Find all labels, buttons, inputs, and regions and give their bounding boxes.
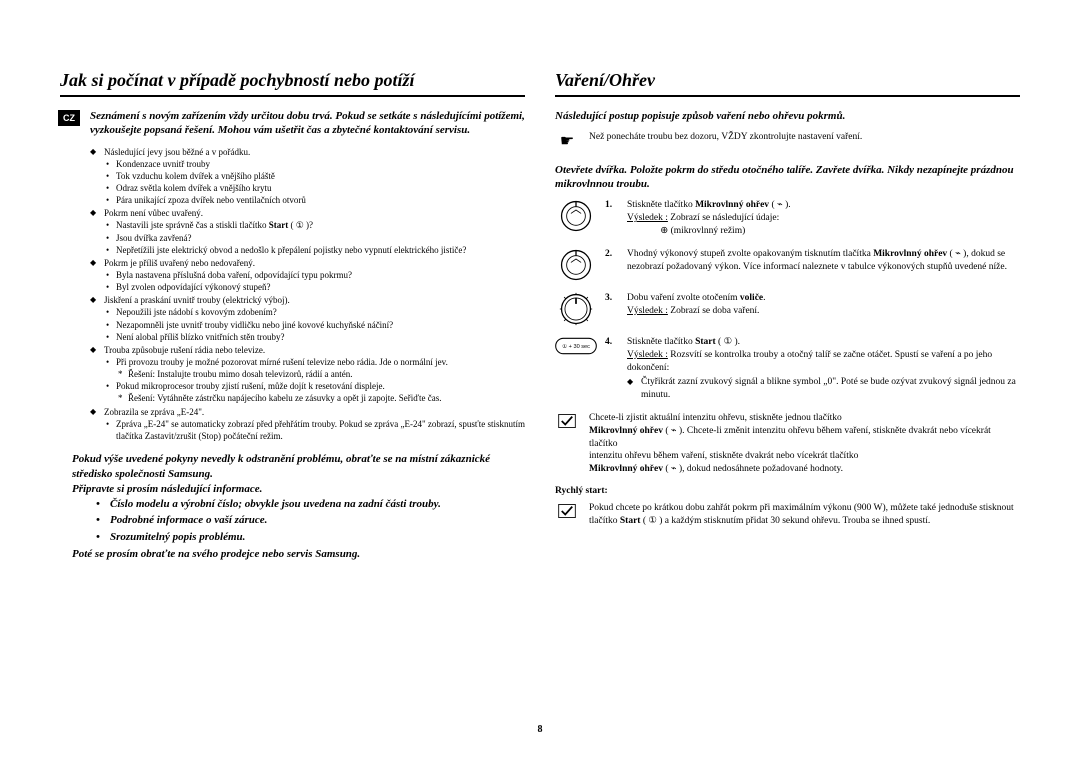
troubleshoot-list: Následující jevy jsou běžné a v pořádku.…: [90, 146, 525, 442]
quick-start-label: Rychlý start:: [555, 486, 1020, 496]
language-badge: CZ: [58, 110, 80, 126]
dial-icon: [555, 248, 597, 282]
dial-icon: [555, 199, 597, 237]
open-door-text: Otevřete dvířka. Položte pokrm do středu…: [555, 163, 1020, 192]
left-title: Jak si počínat v případě pochybností neb…: [60, 70, 525, 97]
right-column: Vaření/Ohřev Následující postup popisuje…: [555, 70, 1020, 562]
tip-1: Chcete-li zjistit aktuální intenzitu ohř…: [555, 412, 1020, 476]
svg-text:① + 30 sec: ① + 30 sec: [562, 343, 590, 350]
left-column: CZ Jak si počínat v případě pochybností …: [60, 70, 525, 562]
step-1: 1. Stiskněte tlačítko Mikrovlnný ohřev (…: [555, 199, 1020, 237]
step-4: ① + 30 sec 4. Stiskněte tlačítko Start (…: [555, 336, 1020, 402]
warning-row: ☛ Než ponecháte troubu bez dozoru, VŽDY …: [555, 131, 1020, 153]
check-icon: [555, 502, 579, 528]
left-intro: Seznámení s novým zařízením vždy určitou…: [90, 109, 525, 138]
page-number: 8: [0, 724, 1080, 735]
right-title: Vaření/Ohřev: [555, 70, 1020, 97]
closing-block: Pokud výše uvedené pokyny nevedly k odst…: [72, 452, 525, 562]
pointing-hand-icon: ☛: [555, 131, 579, 153]
check-icon: [555, 412, 579, 476]
start-button-icon: ① + 30 sec: [555, 336, 597, 402]
knob-icon: [555, 292, 597, 326]
step-3: 3. Dobu vaření zvolte otočením voliče. V…: [555, 292, 1020, 326]
right-intro: Následující postup popisuje způsob vařen…: [555, 109, 1020, 123]
tip-2: Pokud chcete po krátkou dobu zahřát pokr…: [555, 502, 1020, 528]
step-2: 2. Vhodný výkonový stupeň zvolte opakova…: [555, 248, 1020, 282]
